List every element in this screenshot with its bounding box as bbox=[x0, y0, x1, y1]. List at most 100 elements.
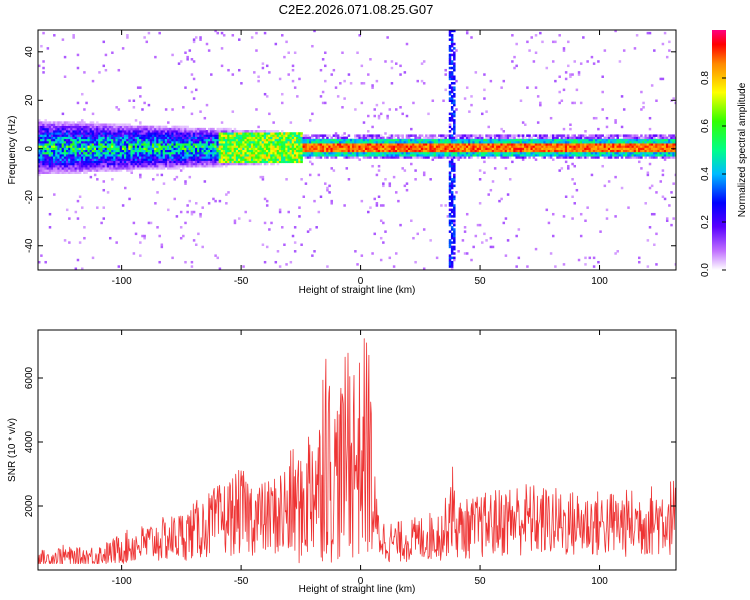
spectrogram-cell bbox=[167, 134, 170, 137]
spectrogram-cell bbox=[414, 136, 417, 140]
spectrogram-cell bbox=[367, 149, 370, 153]
spectrogram-cell bbox=[207, 136, 211, 140]
spectrogram-cell bbox=[210, 145, 213, 148]
spectrogram-cell bbox=[44, 156, 47, 159]
spectrogram-cell bbox=[328, 191, 331, 194]
spectrogram-cell bbox=[85, 154, 88, 157]
spectrogram-cell bbox=[601, 138, 604, 142]
spectrogram-cell bbox=[564, 145, 568, 148]
spectrogram-cell bbox=[349, 147, 353, 150]
spectrogram-cell bbox=[65, 158, 69, 161]
spectrogram-cell bbox=[93, 147, 97, 150]
spectrogram-cell bbox=[448, 60, 452, 63]
spectrogram-cell bbox=[448, 241, 452, 244]
spectrogram-cell bbox=[216, 160, 219, 164]
spectrogram-cell bbox=[642, 145, 645, 148]
spectrogram-cell bbox=[68, 154, 71, 157]
spectrogram-cell bbox=[115, 156, 118, 159]
spectrogram-cell bbox=[472, 149, 475, 153]
spectrogram-cell bbox=[259, 158, 263, 161]
spectrogram-cell bbox=[134, 140, 138, 144]
spectrogram-cell bbox=[551, 234, 555, 238]
spectrogram-cell bbox=[476, 151, 480, 155]
spectrogram-cell bbox=[192, 160, 196, 164]
spectrogram-cell bbox=[577, 258, 581, 262]
spectrogram-cell bbox=[584, 156, 587, 159]
spectrogram-cell bbox=[653, 154, 656, 157]
spectrogram-cell bbox=[407, 136, 411, 140]
spectrogram-cell bbox=[545, 143, 549, 146]
spectrogram-cell bbox=[453, 167, 456, 170]
spectrogram-cell bbox=[539, 140, 542, 144]
spectrogram-cell bbox=[244, 151, 247, 155]
spectrogram-cell bbox=[349, 154, 353, 157]
spectrogram-cell bbox=[169, 138, 172, 142]
spectrogram-cell bbox=[102, 158, 106, 161]
spectrogram-cell bbox=[156, 158, 159, 161]
spectrogram-cell bbox=[93, 151, 97, 155]
spectrogram-cell bbox=[541, 134, 544, 137]
spectrogram-cell bbox=[274, 160, 278, 164]
spectrogram-cell bbox=[40, 156, 43, 159]
spectrogram-cell bbox=[201, 149, 204, 153]
spectrogram-cell bbox=[253, 154, 256, 157]
spectrogram-cell bbox=[487, 136, 490, 140]
spectrogram-cell bbox=[386, 138, 389, 142]
spectrogram-cell bbox=[448, 182, 452, 185]
spectrogram-cell bbox=[100, 123, 103, 126]
spectrogram-cell bbox=[78, 241, 82, 244]
spectrogram-cell bbox=[571, 143, 574, 146]
spectrogram-cell bbox=[345, 156, 349, 159]
spectrogram-cell bbox=[46, 167, 50, 170]
spectrogram-cell bbox=[367, 134, 370, 137]
spectrogram-cell bbox=[332, 68, 336, 72]
spectrogram-cell bbox=[418, 134, 422, 137]
spectrogram-cell bbox=[375, 154, 379, 157]
spectrogram-cell bbox=[362, 145, 366, 148]
spectrogram-cell bbox=[173, 178, 176, 181]
spectrogram-cell bbox=[377, 116, 381, 120]
spectrogram-cell bbox=[83, 71, 86, 74]
spectrogram-cell bbox=[55, 125, 58, 129]
spectrogram-cell bbox=[248, 158, 252, 161]
spectrogram-cell bbox=[302, 151, 306, 155]
spectrogram-cell bbox=[584, 149, 587, 153]
spectrogram-cell bbox=[276, 143, 280, 146]
spectrogram-cell bbox=[38, 127, 41, 131]
spectrogram-cell bbox=[493, 143, 497, 146]
spectrogram-cell bbox=[539, 138, 542, 142]
spectrogram-cell bbox=[78, 169, 82, 172]
spectrogram-cell bbox=[425, 134, 428, 137]
spectrogram-cell bbox=[319, 140, 323, 144]
spectrogram-cell bbox=[222, 147, 226, 150]
spectrogram-cell bbox=[253, 71, 256, 74]
spectrogram-cell bbox=[100, 169, 103, 172]
spectrogram-cell bbox=[592, 256, 596, 260]
spectrogram-cell bbox=[567, 138, 570, 142]
spectrogram-cell bbox=[334, 145, 338, 148]
spectrogram-cell bbox=[117, 156, 121, 159]
spectrogram-cell bbox=[369, 154, 372, 157]
spectrogram-cell bbox=[268, 136, 271, 140]
spectrogram-cell bbox=[96, 151, 99, 155]
spectrogram-cell bbox=[57, 136, 60, 140]
spectrogram-cell bbox=[50, 164, 54, 168]
spectrogram-cell bbox=[119, 143, 123, 146]
spectrogram-cell bbox=[369, 58, 372, 61]
spectrogram-cell bbox=[268, 138, 271, 142]
spectrogram-cell bbox=[76, 199, 80, 203]
spectrogram-cell bbox=[364, 149, 368, 153]
spectrogram-cell bbox=[289, 154, 293, 157]
spectrogram-cell bbox=[126, 149, 129, 153]
spectrogram-cell bbox=[478, 138, 482, 142]
spectrogram-cell bbox=[154, 162, 157, 166]
spectrogram-cell bbox=[414, 169, 417, 172]
spectrogram-cell bbox=[360, 64, 364, 68]
spectrogram-cell bbox=[554, 149, 557, 153]
spectrogram-cell bbox=[356, 136, 359, 140]
spectrogram-cell bbox=[173, 151, 176, 155]
spectrogram-cell bbox=[519, 151, 523, 155]
spectrogram-cell bbox=[205, 147, 209, 150]
spectrogram-cell bbox=[597, 154, 600, 157]
spectrogram-cell bbox=[283, 156, 286, 159]
